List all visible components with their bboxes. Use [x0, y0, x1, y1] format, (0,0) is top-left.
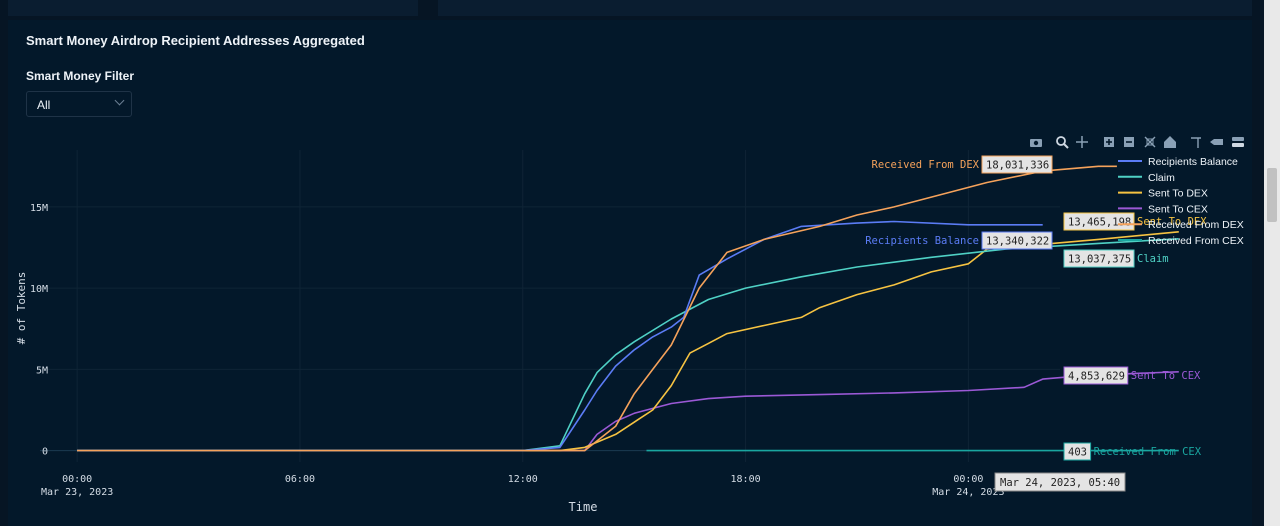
x-tick-sublabel: Mar 24, 2023 — [932, 487, 1004, 498]
spike-lines-icon[interactable] — [1191, 137, 1201, 148]
series-line-recipients-balance[interactable] — [77, 220, 1043, 452]
legend-item-claim[interactable]: Claim — [1118, 172, 1175, 184]
series-line-sent-to-cex[interactable] — [77, 371, 1179, 452]
hover-value-text: 13,037,375 — [1068, 254, 1131, 266]
hover-series-name: Received From CEX — [1094, 446, 1202, 458]
chart-title: Smart Money Airdrop Recipient Addresses … — [26, 33, 365, 48]
bar2 — [1232, 143, 1244, 147]
x-axis-title: Time — [569, 500, 598, 514]
panel-separator — [418, 0, 438, 16]
hover-value-text: 13,465,198 — [1068, 217, 1131, 229]
y-tick-label: 15M — [30, 203, 48, 214]
hover-value-box — [1063, 212, 1135, 231]
hover-series-name: Received From DEX — [872, 159, 980, 171]
legend-label: Recipients Balance — [1148, 156, 1238, 168]
autoscale-icon[interactable] — [1144, 136, 1156, 148]
filter-label: Smart Money Filter — [26, 69, 135, 83]
hover-x-label: Mar 24, 2023, 05:40 — [994, 472, 1126, 492]
autoscale-box — [1146, 138, 1154, 146]
x-tick-sublabel: Mar 23, 2023 — [41, 487, 113, 498]
hover-label-sent-to-cex: 4,853,629 Sent To CEX — [1063, 366, 1201, 385]
hover-x-box — [994, 472, 1126, 492]
hover-series-name: Claim — [1137, 253, 1169, 265]
series-line-received-from-dex[interactable] — [77, 165, 1117, 452]
hover-series-name: Sent To DEX — [1137, 216, 1207, 228]
legend-label: Claim — [1148, 172, 1175, 184]
hover-label-sent-to-dex: 13,465,198 Sent To DEX — [1063, 212, 1207, 231]
legend-item-sent-to-dex[interactable]: Sent To DEX — [1118, 188, 1208, 200]
legend-item-received-from-cex[interactable]: Received From CEX — [1118, 235, 1244, 247]
hover-label-received-from-cex: 403 Received From CEX — [1063, 442, 1202, 461]
smart-money-filter-select[interactable]: All — [26, 91, 132, 117]
hover-compare-icon[interactable] — [1232, 137, 1244, 147]
hover-value-text: 4,853,629 — [1068, 371, 1125, 383]
y-tick-label: 0 — [42, 447, 48, 458]
top-panel-bar — [8, 0, 1252, 16]
legend-label: Received From DEX — [1148, 219, 1244, 231]
x-tick-label: 12:00 — [508, 474, 538, 485]
legend-item-received-from-dex[interactable]: Received From DEX — [1118, 219, 1244, 231]
x-tick-label: 00:00 — [62, 474, 92, 485]
y-tick-label: 5M — [36, 365, 48, 376]
scrollbar-thumb[interactable] — [1267, 168, 1277, 222]
legend-item-recipients-balance[interactable]: Recipients Balance — [1118, 156, 1238, 168]
bar1 — [1232, 137, 1244, 141]
x-tick-label: 06:00 — [285, 474, 315, 485]
chart-card — [8, 20, 1252, 526]
legend-label: Received From CEX — [1148, 235, 1244, 247]
legend-label: Sent To DEX — [1148, 188, 1208, 200]
pan-icon[interactable] — [1076, 136, 1088, 148]
series-line-claim[interactable] — [77, 238, 1179, 452]
zoom-in-icon[interactable] — [1104, 137, 1114, 147]
hover-value-text: 18,031,336 — [986, 160, 1049, 172]
y-tick-label: 10M — [30, 284, 48, 295]
filter-value: All — [37, 98, 51, 112]
pan-cross — [1076, 136, 1088, 148]
hover-series-name: Recipients Balance — [865, 235, 979, 247]
camera-icon[interactable] — [1030, 139, 1042, 147]
zoom-out-icon[interactable] — [1124, 137, 1134, 147]
hover-label-received-from-dex: 18,031,336 Received From DEX — [872, 155, 1053, 174]
hover-value-text: 403 — [1068, 447, 1087, 459]
zoom-icon[interactable] — [1056, 136, 1069, 149]
legend-label: Sent To CEX — [1148, 203, 1208, 215]
series-line-sent-to-dex[interactable] — [77, 231, 1179, 452]
hover-series-name: Sent To CEX — [1131, 370, 1201, 382]
hover-value-box — [1063, 442, 1092, 461]
camera-lens — [1033, 140, 1039, 146]
hover-value-box — [981, 155, 1053, 174]
hover-label-recipients-balance: 13,340,322 Recipients Balance — [865, 231, 1053, 250]
zoom-lens — [1056, 136, 1066, 146]
y-axis-title: # of Tokens — [15, 272, 28, 345]
hover-value-box — [1063, 366, 1129, 385]
reset-axes-icon[interactable] — [1164, 136, 1176, 148]
spike — [1191, 137, 1201, 148]
x-tick-label: 00:00 — [953, 474, 983, 485]
hover-label-claim: 13,037,375 Claim — [1063, 249, 1169, 268]
page-scrollbar[interactable] — [1264, 0, 1280, 526]
zoom-handle — [1063, 143, 1069, 149]
hover-x-text: Mar 24, 2023, 05:40 — [1000, 477, 1120, 489]
hover-closest-icon[interactable] — [1210, 139, 1223, 145]
x-tick-label: 18:00 — [731, 474, 761, 485]
house — [1164, 136, 1176, 148]
hover-value-box — [1063, 249, 1135, 268]
hover-value-text: 13,340,322 — [986, 236, 1049, 248]
legend-item-sent-to-cex[interactable]: Sent To CEX — [1118, 203, 1208, 215]
tag — [1210, 139, 1223, 145]
hover-value-box — [981, 231, 1053, 250]
